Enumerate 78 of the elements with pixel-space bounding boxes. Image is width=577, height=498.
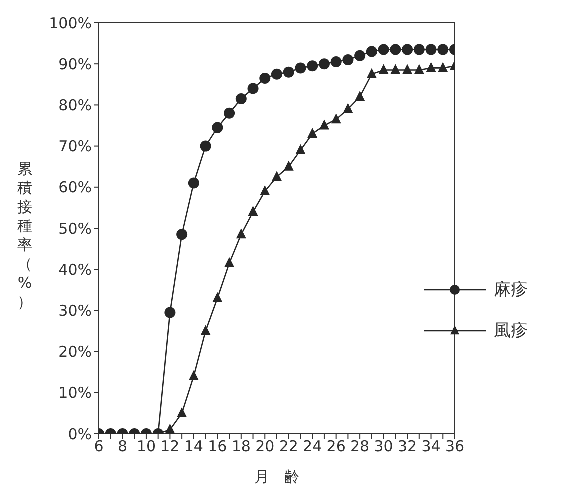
point	[414, 44, 425, 56]
x-tick-label: 18	[232, 438, 251, 456]
legend-label: 麻疹	[494, 279, 528, 301]
point	[390, 44, 402, 56]
x-tick-label: 30	[374, 438, 394, 456]
x-tick-label: 6	[94, 438, 104, 456]
point	[426, 62, 436, 72]
point	[284, 160, 294, 171]
point	[260, 186, 270, 196]
point	[295, 62, 306, 74]
y-tick-label: 100%	[49, 14, 92, 32]
point	[438, 44, 449, 56]
point	[224, 257, 235, 268]
point	[378, 64, 389, 74]
point	[248, 206, 258, 216]
y-axis-title: 累積接種率（%）	[18, 160, 32, 311]
x-tick-label: 26	[326, 438, 346, 456]
point	[402, 64, 413, 74]
point	[272, 68, 282, 80]
point	[188, 178, 200, 189]
point	[248, 83, 259, 94]
point	[283, 66, 294, 78]
point	[343, 103, 354, 114]
point	[426, 44, 437, 56]
point	[366, 46, 378, 58]
x-tick-label: 12	[160, 438, 180, 456]
point	[366, 68, 377, 78]
x-tick-label: 22	[279, 438, 298, 456]
y-tick-label: 70%	[58, 138, 92, 156]
point	[307, 60, 318, 72]
x-tick-label: 20	[256, 438, 275, 456]
point	[355, 90, 366, 101]
x-tick-label: 36	[445, 438, 465, 456]
x-tick-label: 14	[184, 438, 204, 456]
point	[296, 144, 306, 154]
x-axis-title: 月 齢	[254, 468, 300, 486]
x-tick-label: 28	[350, 438, 370, 456]
y-tick-label: 80%	[58, 96, 92, 115]
point	[212, 292, 223, 302]
y-tick-label: 50%	[58, 220, 92, 238]
point	[272, 171, 282, 182]
point	[200, 140, 212, 152]
x-tick-label: 16	[208, 438, 228, 456]
point	[176, 229, 188, 240]
x-tick-label: 10	[136, 438, 156, 456]
y-tick-label: 90%	[58, 55, 92, 74]
point	[200, 325, 211, 336]
y-tick-label: 60%	[58, 178, 92, 197]
point	[438, 62, 448, 72]
point	[260, 72, 271, 84]
point	[378, 44, 390, 56]
point	[224, 108, 236, 119]
point	[402, 44, 414, 56]
x-tick-label: 34	[422, 438, 441, 456]
y-tick-label: 30%	[58, 302, 92, 320]
point	[414, 64, 424, 74]
point	[236, 228, 246, 239]
point	[177, 407, 188, 418]
point	[330, 56, 342, 68]
y-tick-label: 40%	[58, 260, 92, 279]
point	[331, 114, 342, 124]
legend-label: 風疹	[494, 320, 528, 342]
point	[319, 120, 330, 130]
point	[188, 370, 199, 380]
y-tick-label: 10%	[58, 384, 92, 402]
y-tick-label: 20%	[58, 343, 92, 362]
x-tick-label: 24	[303, 438, 322, 456]
point	[236, 94, 247, 105]
x-tick-label: 8	[118, 438, 128, 456]
point	[390, 64, 401, 74]
point	[212, 122, 224, 134]
point	[318, 58, 330, 70]
x-tick-label: 32	[398, 438, 418, 456]
point	[308, 128, 318, 138]
point	[165, 424, 176, 434]
y-tick-label: 0%	[68, 425, 92, 444]
point	[354, 50, 366, 62]
point	[342, 54, 354, 66]
